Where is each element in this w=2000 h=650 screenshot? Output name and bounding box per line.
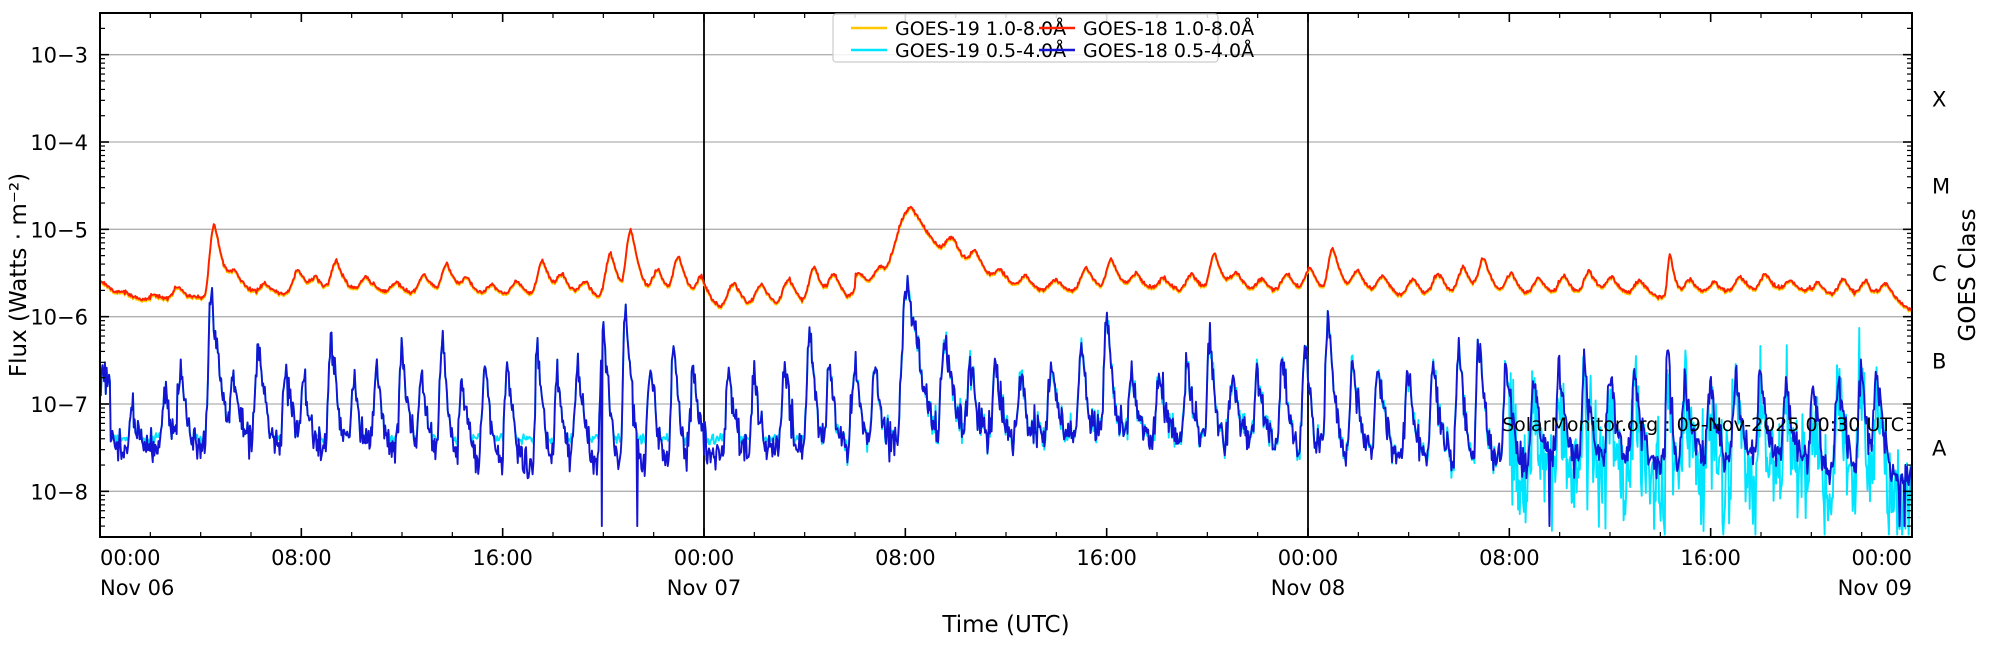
goes-class-label-3: B xyxy=(1932,349,1946,373)
y-tick-label-2: 10−5 xyxy=(30,218,88,242)
y-axis-ticks: 10−3 10−4 10−5 10−6 10−7 10−8 xyxy=(30,12,109,538)
x-tick-time-3: 00:00 xyxy=(674,546,735,570)
x-axis-ticks: 00:00 Nov 06 08:00 16:00 00:00 Nov 07 08:00 16:… xyxy=(99,13,1913,600)
goes-class-label-0: X xyxy=(1932,87,1946,111)
x-tick-time-4: 08:00 xyxy=(875,546,936,570)
goes-class-label-4: A xyxy=(1932,437,1947,461)
x-tick-day-6: Nov 08 xyxy=(1271,576,1345,600)
y2-axis-title: GOES Class xyxy=(1955,209,1981,342)
x-tick-time-1: 08:00 xyxy=(271,546,332,570)
plot-area xyxy=(100,13,1912,537)
x-tick-day-3: Nov 07 xyxy=(667,576,741,600)
legend-label-3: GOES-18 0.5-4.0Å xyxy=(1083,39,1254,62)
legend-label-2: GOES-18 1.0-8.0Å xyxy=(1083,17,1254,40)
x-tick-time-7: 08:00 xyxy=(1479,546,1540,570)
goes-class-label-2: C xyxy=(1932,262,1947,286)
series-goes19-long xyxy=(99,207,1913,313)
x-tick-time-9: 00:00 xyxy=(1851,546,1912,570)
watermark-text: SolarMonitor.org : 09-Nov-2025 00:30 UTC xyxy=(1502,414,1904,436)
x-tick-time-6: 00:00 xyxy=(1278,546,1339,570)
y-tick-label-5: 10−8 xyxy=(30,480,88,504)
x-tick-time-8: 16:00 xyxy=(1680,546,1741,570)
legend-background xyxy=(832,13,1219,63)
x-axis-title: Time (UTC) xyxy=(941,612,1069,638)
x-tick-day-0: Nov 06 xyxy=(100,576,174,600)
series-goes18-long xyxy=(99,205,1913,312)
y-axis-title: Flux (Watts · m⁻²) xyxy=(6,173,32,377)
y-tick-label-3: 10−6 xyxy=(30,306,88,330)
y-tick-label-1: 10−4 xyxy=(30,131,88,155)
x-tick-time-5: 16:00 xyxy=(1076,546,1137,570)
x-tick-time-0: 00:00 xyxy=(100,546,161,570)
goes-class-label-1: M xyxy=(1932,175,1950,199)
x-tick-time-2: 16:00 xyxy=(472,546,533,570)
data-series-group xyxy=(99,205,1913,536)
series-goes18-short xyxy=(99,275,1913,528)
legend-label-0: GOES-19 1.0-8.0Å xyxy=(895,17,1066,40)
y2-axis-ticks: X M C B A xyxy=(1903,12,1950,538)
y-tick-label-4: 10−7 xyxy=(30,393,88,417)
legend-label-1: GOES-19 0.5-4.0Å xyxy=(895,39,1066,62)
x-tick-day-9: Nov 09 xyxy=(1838,576,1912,600)
y-tick-label-0: 10−3 xyxy=(30,44,88,68)
